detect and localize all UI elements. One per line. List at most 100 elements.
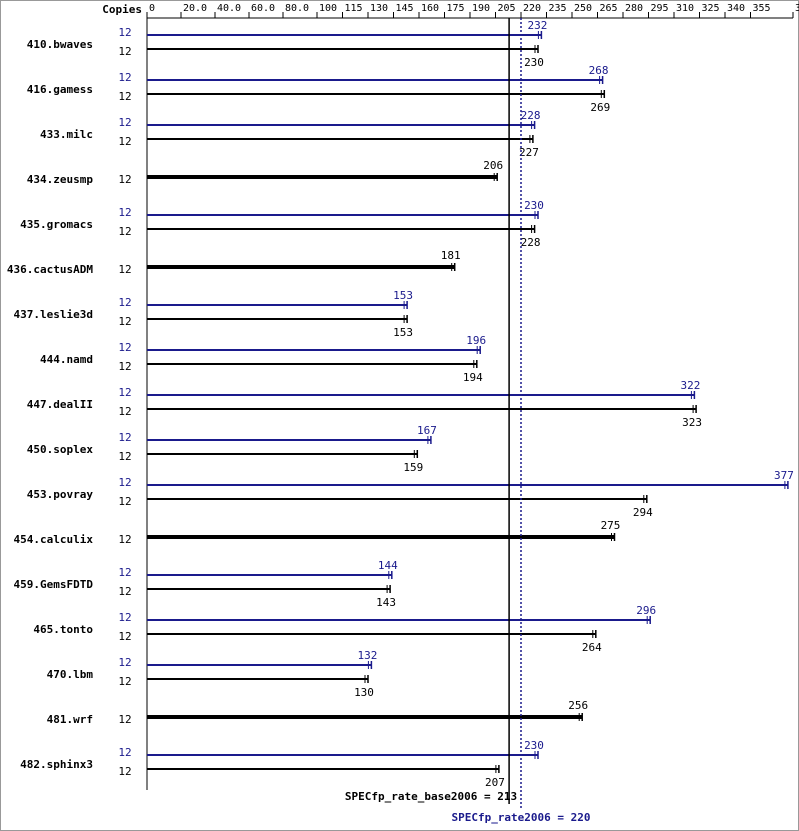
benchmark-label: 450.soplex xyxy=(27,443,94,456)
copies-label: 12 xyxy=(118,533,131,546)
value-label: 167 xyxy=(417,424,437,437)
benchmark-label: 447.dealII xyxy=(27,398,93,411)
x-tick-label: 20.0 xyxy=(183,3,207,14)
x-tick-label: 220 xyxy=(523,3,541,14)
x-tick-label: 250 xyxy=(574,3,592,14)
benchmark-label: 444.namd xyxy=(40,353,93,366)
x-tick-label: 235 xyxy=(549,3,567,14)
copies-label: 12 xyxy=(118,71,131,84)
copies-label: 12 xyxy=(118,675,131,688)
x-tick-label: 40.0 xyxy=(217,3,241,14)
copies-label: 12 xyxy=(118,713,131,726)
copies-label: 12 xyxy=(118,135,131,148)
copies-label: 12 xyxy=(118,656,131,669)
value-label: 181 xyxy=(441,249,461,262)
x-tick-label: 205 xyxy=(498,3,516,14)
copies-label: 12 xyxy=(118,26,131,39)
benchmark-label: 435.gromacs xyxy=(20,218,93,231)
x-tick-label: 310 xyxy=(676,3,694,14)
copies-label: 12 xyxy=(118,431,131,444)
copies-label: 12 xyxy=(118,206,131,219)
x-tick-label: 190 xyxy=(472,3,490,14)
x-tick-label: 0 xyxy=(149,3,155,14)
value-label: 377 xyxy=(774,469,794,482)
copies-label: 12 xyxy=(118,296,131,309)
copies-label: 12 xyxy=(118,495,131,508)
copies-label: 12 xyxy=(118,341,131,354)
copies-label: 12 xyxy=(118,386,131,399)
copies-label: 12 xyxy=(118,225,131,238)
x-tick-label: 355 xyxy=(753,3,771,14)
value-label: 207 xyxy=(485,776,505,789)
value-label: 206 xyxy=(483,159,503,172)
copies-label: 12 xyxy=(118,630,131,643)
value-label: 323 xyxy=(682,416,702,429)
x-tick-label: 340 xyxy=(727,3,745,14)
x-tick-label: 100 xyxy=(319,3,337,14)
value-label: 322 xyxy=(680,379,700,392)
x-tick-label: 380 xyxy=(795,3,799,14)
copies-label: 12 xyxy=(118,360,131,373)
x-tick-label: 295 xyxy=(651,3,669,14)
copies-label: 12 xyxy=(118,173,131,186)
x-tick-label: 265 xyxy=(600,3,618,14)
value-label: 196 xyxy=(466,334,486,347)
copies-label: 12 xyxy=(118,450,131,463)
value-label: 230 xyxy=(524,56,544,69)
x-tick-label: 115 xyxy=(345,3,363,14)
copies-label: 12 xyxy=(118,765,131,778)
value-label: 232 xyxy=(527,19,547,32)
value-label: 275 xyxy=(601,519,621,532)
copies-label: 12 xyxy=(118,585,131,598)
copies-label: 12 xyxy=(118,476,131,489)
value-label: 264 xyxy=(582,641,602,654)
benchmark-label: 437.leslie3d xyxy=(14,308,93,321)
value-label: 153 xyxy=(393,289,413,302)
value-label: 132 xyxy=(357,649,377,662)
value-label: 228 xyxy=(521,109,541,122)
benchmark-label: 481.wrf xyxy=(47,713,93,726)
copies-label: 12 xyxy=(118,405,131,418)
value-label: 144 xyxy=(378,559,398,572)
x-tick-label: 175 xyxy=(447,3,465,14)
x-tick-label: 280 xyxy=(625,3,643,14)
copies-label: 12 xyxy=(118,45,131,58)
copies-label: 12 xyxy=(118,315,131,328)
value-label: 153 xyxy=(393,326,413,339)
x-tick-label: 160 xyxy=(421,3,439,14)
benchmark-label: 459.GemsFDTD xyxy=(14,578,94,591)
copies-label: 12 xyxy=(118,566,131,579)
benchmark-label: 410.bwaves xyxy=(27,38,93,51)
benchmark-label: 416.gamess xyxy=(27,83,93,96)
copies-label: 12 xyxy=(118,90,131,103)
value-label: 228 xyxy=(521,236,541,249)
reference-label: SPECfp_rate2006 = 220 xyxy=(451,811,590,824)
benchmark-label: 454.calculix xyxy=(14,533,94,546)
reference-label: SPECfp_rate_base2006 = 213 xyxy=(345,790,517,803)
benchmark-label: 465.tonto xyxy=(33,623,93,636)
copies-label: 12 xyxy=(118,611,131,624)
x-tick-label: 325 xyxy=(702,3,720,14)
copies-label: 12 xyxy=(118,116,131,129)
value-label: 194 xyxy=(463,371,483,384)
value-label: 294 xyxy=(633,506,653,519)
value-label: 230 xyxy=(524,739,544,752)
benchmark-label: 434.zeusmp xyxy=(27,173,94,186)
value-label: 269 xyxy=(590,101,610,114)
value-label: 296 xyxy=(636,604,656,617)
value-label: 130 xyxy=(354,686,374,699)
value-label: 227 xyxy=(519,146,539,159)
x-tick-label: 60.0 xyxy=(251,3,275,14)
benchmark-label: 436.cactusADM xyxy=(7,263,93,276)
copies-label: 12 xyxy=(118,746,131,759)
value-label: 159 xyxy=(403,461,423,474)
value-label: 268 xyxy=(589,64,609,77)
value-label: 256 xyxy=(568,699,588,712)
x-tick-label: 80.0 xyxy=(285,3,309,14)
copies-label: 12 xyxy=(118,263,131,276)
benchmark-label: 482.sphinx3 xyxy=(20,758,93,771)
x-tick-label: 145 xyxy=(396,3,414,14)
value-label: 143 xyxy=(376,596,396,609)
